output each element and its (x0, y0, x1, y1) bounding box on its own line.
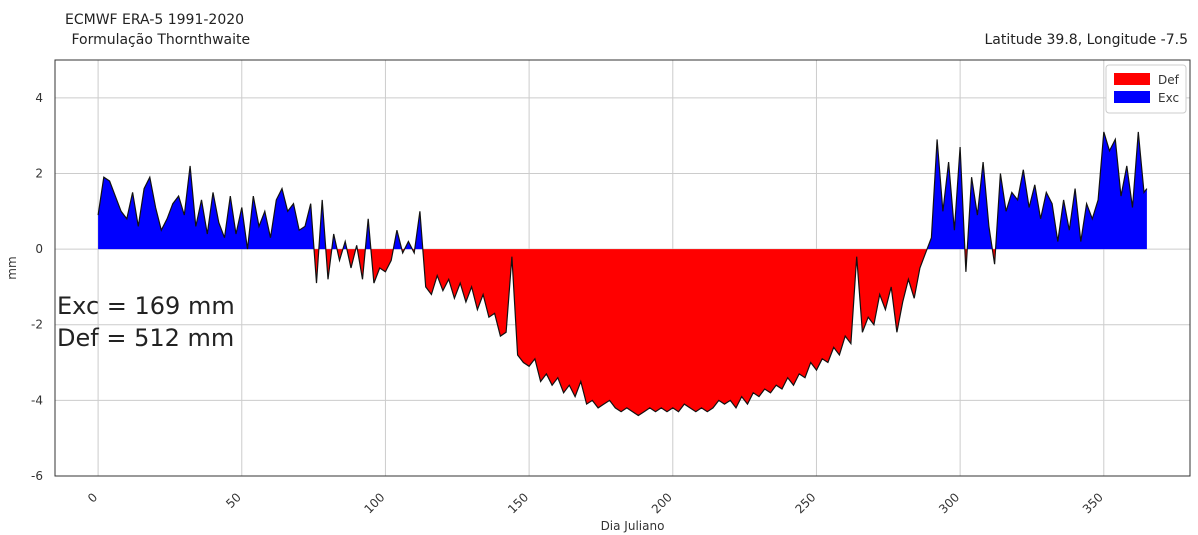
y-tick-label: 2 (35, 166, 43, 180)
chart-title: ECMWF ERA-5 1991-2020 (65, 12, 245, 28)
x-tick-label: 300 (936, 490, 962, 516)
legend-label-def: Def (1158, 73, 1180, 87)
annotation-def: Def = 512 mm (57, 324, 235, 352)
y-tick-label: 4 (35, 91, 43, 105)
chart-subtitle: Formulação Thornthwaite (67, 32, 251, 48)
legend-swatch-exc (1114, 91, 1150, 103)
legend-label-exc: Exc (1158, 91, 1179, 105)
legend-swatch-def (1114, 73, 1150, 85)
x-tick-label: 200 (649, 490, 675, 516)
area-def (98, 249, 1147, 416)
x-tick-label: 50 (223, 490, 244, 511)
y-axis-label: mm (5, 256, 19, 279)
y-tick-label: -6 (31, 469, 43, 483)
plot-area (97, 131, 1148, 417)
chart-location: Latitude 39.8, Longitude -7.5 (984, 32, 1188, 48)
x-axis: 0 50 100 150 200 250 300 350 (85, 490, 1106, 516)
x-tick-label: 100 (361, 490, 387, 516)
annotation-exc: Exc = 169 mm (57, 292, 235, 320)
y-tick-label: 0 (35, 242, 43, 256)
x-tick-label: 150 (505, 490, 531, 516)
y-tick-label: -4 (31, 393, 43, 407)
x-tick-label: 0 (85, 490, 100, 505)
series-line (97, 131, 1148, 417)
y-tick-label: -2 (31, 318, 43, 332)
x-tick-label: 350 (1080, 490, 1106, 516)
x-tick-label: 250 (792, 490, 818, 516)
x-axis-label: Dia Juliano (601, 519, 665, 533)
area-exc (98, 131, 1147, 250)
plot-frame (54, 59, 1191, 477)
legend: Def Exc (1105, 64, 1187, 114)
y-axis: -6 -4 -2 0 2 4 (31, 91, 43, 483)
